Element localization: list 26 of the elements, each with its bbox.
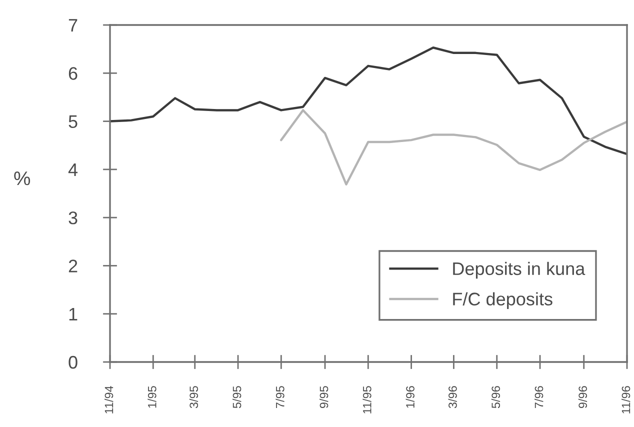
legend-label: F/C deposits bbox=[453, 292, 552, 310]
x-tick-label: 1/95 bbox=[148, 386, 156, 408]
x-tick-label: 11/95 bbox=[362, 386, 372, 414]
y-tick-label: 6 bbox=[68, 67, 78, 80]
x-tick-label: 9/96 bbox=[578, 386, 588, 408]
x-tick-label: 11/96 bbox=[621, 386, 630, 414]
y-axis-title: % bbox=[14, 172, 30, 186]
x-tick-label: 9/95 bbox=[320, 386, 328, 408]
y-tick-label: 7 bbox=[68, 19, 78, 32]
line-series bbox=[280, 109, 627, 186]
x-tick-label: 1/96 bbox=[406, 386, 414, 408]
x-tick-label: 3/96 bbox=[448, 386, 457, 408]
legend-label: Deposits in kuna bbox=[453, 262, 586, 279]
y-tick-label: 5 bbox=[68, 115, 78, 128]
x-tick-label: 5/95 bbox=[232, 386, 242, 408]
x-tick-label: 5/96 bbox=[491, 386, 500, 408]
x-tick-label: 7/96 bbox=[534, 386, 544, 408]
x-tick-label: 7/95 bbox=[276, 386, 284, 408]
y-tick-label: 4 bbox=[68, 164, 78, 176]
line-series bbox=[110, 46, 627, 156]
y-tick-label: 2 bbox=[68, 260, 78, 272]
y-tick-label: 3 bbox=[68, 212, 78, 224]
x-tick-label: 11/94 bbox=[104, 386, 114, 414]
x-tick-label: 3/95 bbox=[189, 386, 198, 408]
y-tick-label: 0 bbox=[68, 356, 78, 369]
y-tick-label: 1 bbox=[69, 308, 78, 320]
